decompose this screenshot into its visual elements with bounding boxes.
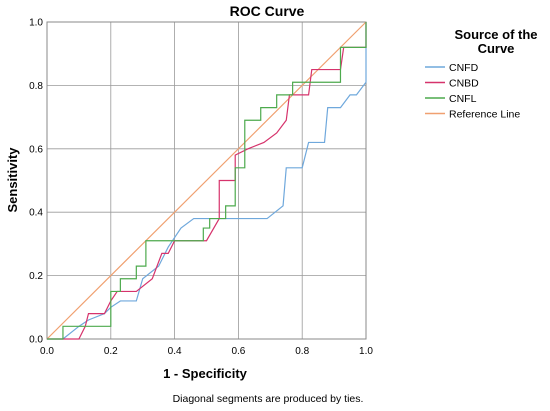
series-line-reference-line — [46, 21, 367, 340]
legend-title-line2: Curve — [478, 41, 515, 56]
y-tick-label: 0.4 — [29, 208, 43, 219]
y-tick-label: 0.6 — [29, 144, 43, 155]
legend-label-cnfl: CNFL — [449, 93, 477, 105]
x-tick-labels: 0.0 0.2 0.4 0.6 0.8 1.0 — [40, 346, 373, 357]
x-tick-label: 0.8 — [295, 346, 309, 357]
x-tick-label: 0.6 — [231, 346, 245, 357]
x-axis-label: 1 - Specificity — [163, 366, 248, 381]
series-line-cnfl — [47, 22, 367, 340]
series-lines — [46, 21, 367, 340]
legend-title-line1: Source of the — [454, 27, 537, 42]
legend-label-cnbd: CNBD — [449, 77, 479, 89]
legend-label-cnfd: CNFD — [449, 62, 479, 74]
y-tick-label: 0.2 — [29, 271, 43, 282]
x-tick-label: 0.2 — [104, 346, 118, 357]
legend: CNFD CNBD CNFL Reference Line — [425, 62, 520, 120]
y-axis-label: Sensitivity — [5, 147, 20, 213]
legend-label-reference-line: Reference Line — [449, 108, 520, 120]
y-tick-label: 0.0 — [29, 335, 43, 346]
x-tick-label: 0.4 — [168, 346, 182, 357]
y-tick-labels: 0.0 0.2 0.4 0.6 0.8 1.0 — [29, 18, 43, 346]
gridlines — [47, 22, 366, 339]
x-tick-label: 1.0 — [359, 346, 373, 357]
plot-frame — [46, 21, 367, 340]
chart-title: ROC Curve — [230, 3, 305, 19]
y-tick-label: 0.8 — [29, 81, 43, 92]
x-tick-label: 0.0 — [40, 346, 54, 357]
y-tick-label: 1.0 — [29, 18, 43, 29]
footnote: Diagonal segments are produced by ties. — [173, 393, 364, 405]
